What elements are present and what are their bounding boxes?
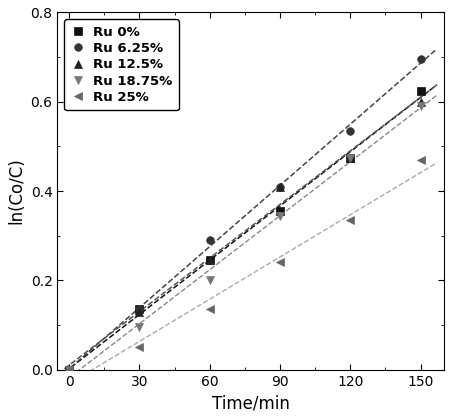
Ru 0% [137, 307, 142, 312]
Y-axis label: ln(Co/C): ln(Co/C) [7, 158, 25, 225]
Ru 0% [418, 88, 423, 93]
Legend: Ru 0%, Ru 6.25%, Ru 12.5%, Ru 18.75%, Ru 25%: Ru 0%, Ru 6.25%, Ru 12.5%, Ru 18.75%, Ru… [64, 19, 179, 111]
Ru 18.75% [66, 367, 72, 372]
Ru 0% [66, 367, 72, 372]
Ru 6.25% [66, 367, 72, 372]
Ru 0% [207, 258, 212, 263]
Ru 25% [418, 157, 423, 162]
Ru 12.5% [207, 258, 212, 263]
Ru 18.75% [418, 103, 423, 109]
Ru 6.25% [277, 184, 283, 189]
Ru 25% [277, 260, 283, 265]
Ru 18.75% [277, 213, 283, 218]
Ru 25% [137, 345, 142, 350]
Line: Ru 25%: Ru 25% [65, 156, 424, 373]
Ru 12.5% [277, 184, 283, 189]
Line: Ru 0%: Ru 0% [65, 87, 424, 373]
Ru 18.75% [137, 325, 142, 330]
Ru 12.5% [137, 309, 142, 314]
Ru 25% [66, 367, 72, 372]
Ru 12.5% [348, 155, 353, 160]
Ru 0% [348, 155, 353, 160]
Ru 6.25% [348, 128, 353, 133]
Ru 6.25% [418, 57, 423, 62]
Ru 25% [348, 217, 353, 222]
Line: Ru 6.25%: Ru 6.25% [65, 55, 424, 373]
Ru 12.5% [418, 99, 423, 104]
Ru 12.5% [66, 367, 72, 372]
Ru 25% [207, 307, 212, 312]
Ru 18.75% [207, 278, 212, 283]
Line: Ru 12.5%: Ru 12.5% [65, 98, 424, 373]
Ru 0% [277, 209, 283, 214]
X-axis label: Time/min: Time/min [212, 394, 290, 412]
Ru 6.25% [137, 307, 142, 312]
Ru 6.25% [207, 238, 212, 243]
Ru 18.75% [348, 155, 353, 160]
Line: Ru 18.75%: Ru 18.75% [65, 102, 424, 373]
